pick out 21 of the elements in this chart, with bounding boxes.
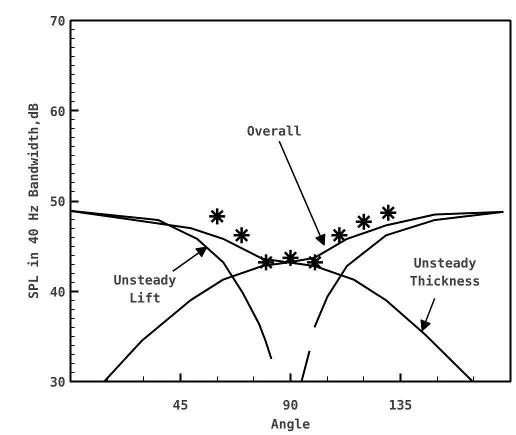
x-axis-title: Angle (270, 418, 310, 432)
point (330, 226, 349, 245)
annotation: Unsteady Thickness (410, 256, 480, 290)
point (281, 248, 300, 268)
y-tick-label: 30 (50, 376, 66, 390)
y-tick-label: 40 (50, 285, 66, 300)
point (306, 253, 324, 272)
x-tick-label: 45 (172, 398, 188, 414)
y-axis-title: SPL in 40 Hz Bandwidth,dB (26, 102, 42, 299)
point (208, 207, 226, 226)
annotation: Overall (246, 124, 302, 140)
y-tick-label: 50 (50, 195, 66, 210)
point (256, 253, 276, 272)
x-tick-label: 90 (282, 398, 298, 414)
point (232, 226, 251, 245)
y-tick-label: 60 (50, 104, 66, 120)
annotation: Unsteady Lift (114, 274, 176, 307)
point (354, 212, 374, 232)
point (379, 203, 398, 222)
y-tick-label: 70 (50, 14, 66, 30)
x-tick-label: 135 (388, 398, 412, 414)
